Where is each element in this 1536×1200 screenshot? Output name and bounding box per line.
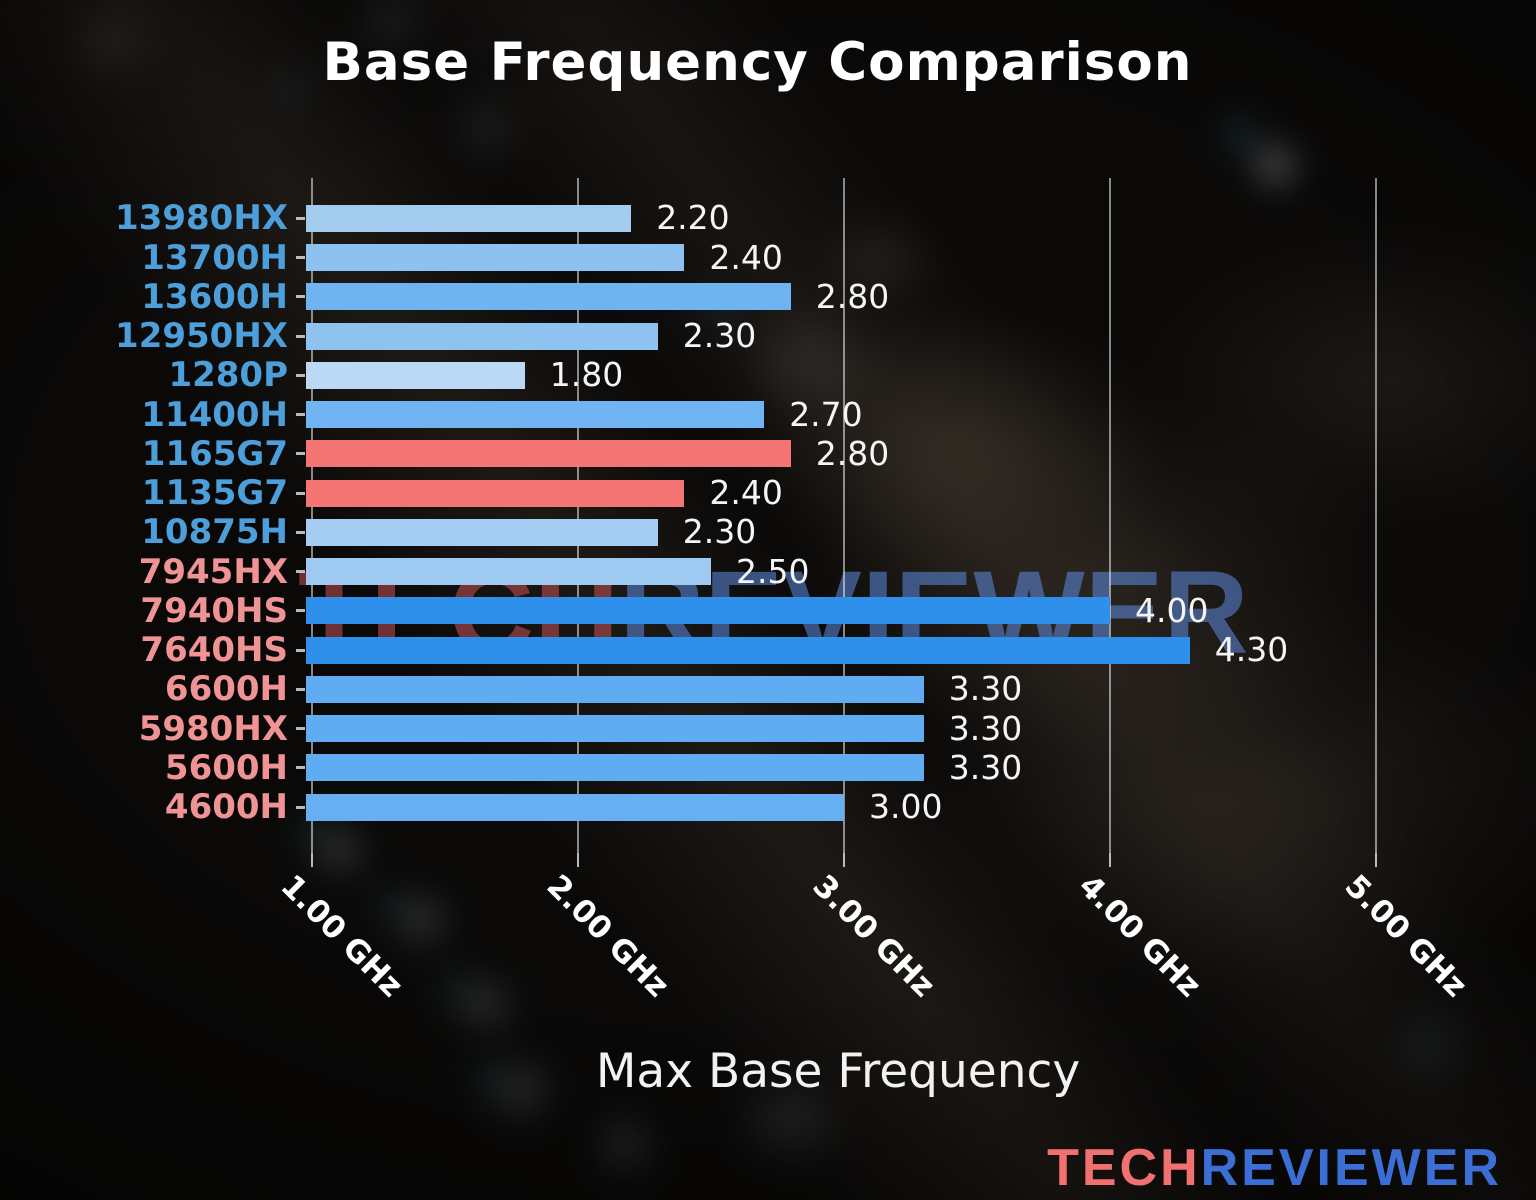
gridline bbox=[843, 178, 845, 853]
x-tick-mark bbox=[577, 853, 579, 867]
bar bbox=[306, 518, 658, 546]
x-tick-mark bbox=[311, 853, 313, 867]
bar bbox=[306, 283, 791, 311]
y-tick-mark bbox=[296, 648, 305, 652]
bar bbox=[306, 558, 711, 586]
category-label: 1135G7 bbox=[141, 473, 288, 514]
category-label: 6600H bbox=[164, 669, 288, 710]
value-label: 3.00 bbox=[869, 787, 943, 827]
bar bbox=[306, 361, 525, 389]
category-label: 11400H bbox=[141, 394, 288, 435]
bar bbox=[306, 440, 791, 468]
y-tick-mark bbox=[296, 334, 305, 338]
y-tick-mark bbox=[296, 491, 305, 495]
techreviewer-logo: TECHREVIEWER bbox=[1047, 1138, 1502, 1198]
category-label: 1165G7 bbox=[141, 433, 288, 474]
y-tick-mark bbox=[296, 570, 305, 574]
bar bbox=[306, 675, 924, 703]
y-tick-mark bbox=[296, 216, 305, 220]
y-tick-mark bbox=[296, 766, 305, 770]
value-label: 3.30 bbox=[948, 669, 1023, 709]
gridline bbox=[1109, 178, 1111, 853]
value-label: 2.80 bbox=[815, 276, 890, 316]
bar bbox=[306, 244, 685, 272]
chart-title: Base Frequency Comparison bbox=[322, 32, 1193, 93]
value-label: 4.00 bbox=[1135, 590, 1209, 630]
bar bbox=[306, 754, 924, 782]
x-tick-mark bbox=[843, 853, 845, 867]
category-label: 10875H bbox=[141, 512, 288, 553]
logo-tech: TECH bbox=[1047, 1139, 1201, 1197]
value-label: 3.30 bbox=[948, 747, 1023, 787]
bar bbox=[306, 597, 1110, 625]
bar bbox=[306, 636, 1190, 664]
value-label: 2.30 bbox=[682, 512, 757, 552]
y-tick-mark bbox=[296, 609, 305, 613]
category-label: 7640HS bbox=[140, 630, 288, 671]
category-label: 13600H bbox=[141, 276, 288, 317]
category-label: 4600H bbox=[164, 787, 288, 828]
y-tick-mark bbox=[296, 452, 305, 456]
bar bbox=[306, 204, 632, 232]
category-label: 7940HS bbox=[140, 590, 288, 631]
category-label: 5600H bbox=[164, 747, 288, 788]
gridline bbox=[311, 178, 313, 853]
value-label: 4.30 bbox=[1214, 630, 1289, 670]
value-label: 3.30 bbox=[948, 708, 1023, 748]
value-label: 2.50 bbox=[736, 551, 810, 591]
bar bbox=[306, 322, 658, 350]
bar bbox=[306, 715, 924, 743]
y-tick-mark bbox=[296, 805, 305, 809]
value-label: 2.70 bbox=[789, 394, 863, 434]
y-tick-mark bbox=[296, 687, 305, 691]
value-label: 2.40 bbox=[709, 237, 783, 277]
y-tick-mark bbox=[296, 413, 305, 417]
category-label: 5980HX bbox=[138, 708, 288, 749]
bar bbox=[306, 479, 685, 507]
value-label: 2.30 bbox=[682, 316, 757, 356]
y-tick-mark bbox=[296, 295, 305, 299]
category-label: 12950HX bbox=[115, 316, 288, 357]
category-label: 13700H bbox=[141, 237, 288, 278]
y-tick-mark bbox=[296, 373, 305, 377]
bar bbox=[306, 401, 765, 429]
y-tick-mark bbox=[296, 727, 305, 731]
gridline bbox=[577, 178, 579, 853]
logo-reviewer: REVIEWER bbox=[1200, 1139, 1502, 1197]
x-tick-mark bbox=[1109, 853, 1111, 867]
category-label: 7945HX bbox=[138, 551, 288, 592]
value-label: 2.40 bbox=[709, 473, 783, 513]
x-tick-mark bbox=[1375, 853, 1377, 867]
bar bbox=[306, 793, 844, 821]
value-label: 2.80 bbox=[815, 433, 890, 473]
x-axis-title: Max Base Frequency bbox=[595, 1044, 1081, 1099]
value-label: 1.80 bbox=[549, 355, 624, 395]
gridline bbox=[1375, 178, 1377, 853]
category-label: 13980HX bbox=[115, 198, 288, 239]
y-tick-mark bbox=[296, 530, 305, 534]
value-label: 2.20 bbox=[656, 198, 730, 238]
y-tick-mark bbox=[296, 256, 305, 260]
category-label: 1280P bbox=[168, 355, 288, 396]
